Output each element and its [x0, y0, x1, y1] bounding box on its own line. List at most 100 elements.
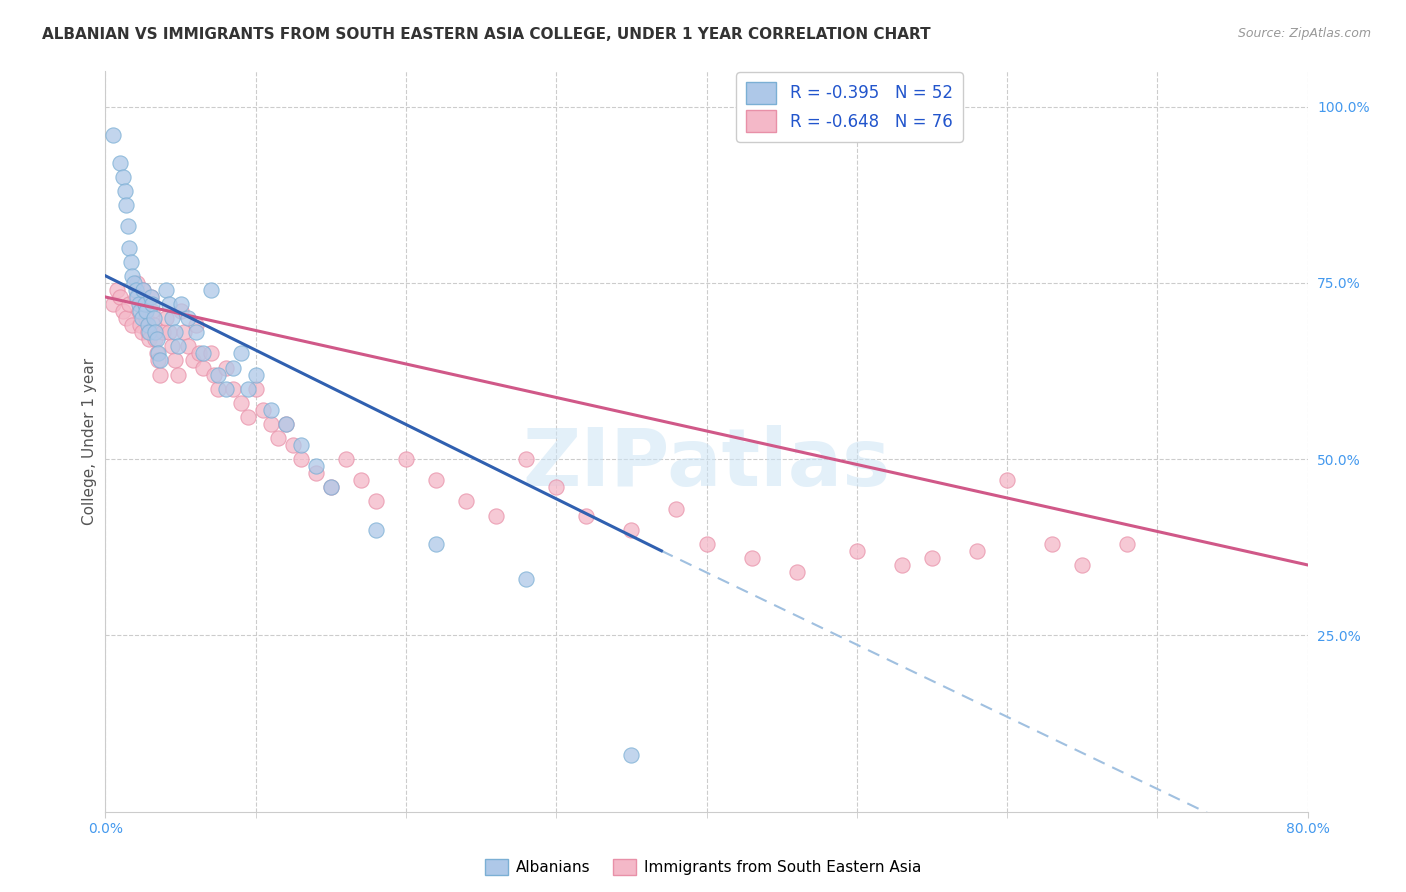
- Point: [152, 325, 174, 339]
- Point: [138, 332, 160, 346]
- Legend: Albanians, Immigrants from South Eastern Asia: Albanians, Immigrants from South Eastern…: [481, 855, 925, 880]
- Point: [890, 558, 912, 572]
- Point: [136, 318, 159, 333]
- Point: [546, 480, 568, 494]
- Point: [112, 304, 135, 318]
- Point: [146, 353, 169, 368]
- Point: [696, 537, 718, 551]
- Point: [132, 283, 155, 297]
- Point: [163, 353, 186, 368]
- Point: [118, 297, 141, 311]
- Point: [395, 452, 418, 467]
- Point: [238, 409, 260, 424]
- Legend: R = -0.395   N = 52, R = -0.648   N = 76: R = -0.395 N = 52, R = -0.648 N = 76: [737, 72, 963, 142]
- Point: [207, 382, 229, 396]
- Point: [129, 304, 152, 318]
- Point: [620, 748, 643, 763]
- Point: [146, 346, 169, 360]
- Point: [319, 480, 342, 494]
- Point: [425, 537, 447, 551]
- Point: [260, 417, 283, 431]
- Point: [157, 297, 180, 311]
- Point: [160, 311, 183, 326]
- Point: [214, 360, 236, 375]
- Point: [169, 304, 191, 318]
- Point: [207, 368, 229, 382]
- Point: [160, 339, 183, 353]
- Point: [141, 304, 163, 318]
- Point: [274, 417, 297, 431]
- Point: [200, 346, 222, 360]
- Point: [132, 283, 155, 297]
- Point: [145, 332, 167, 346]
- Text: Source: ZipAtlas.com: Source: ZipAtlas.com: [1237, 27, 1371, 40]
- Point: [845, 544, 868, 558]
- Point: [229, 396, 252, 410]
- Point: [290, 438, 312, 452]
- Point: [163, 325, 186, 339]
- Point: [101, 128, 124, 142]
- Point: [1071, 558, 1094, 572]
- Point: [110, 290, 132, 304]
- Point: [181, 353, 204, 368]
- Point: [143, 325, 166, 339]
- Point: [128, 297, 150, 311]
- Text: ZIPatlas: ZIPatlas: [523, 425, 890, 503]
- Point: [229, 346, 252, 360]
- Point: [995, 473, 1018, 487]
- Point: [139, 290, 162, 304]
- Point: [115, 198, 138, 212]
- Point: [166, 368, 188, 382]
- Point: [173, 325, 195, 339]
- Point: [187, 346, 209, 360]
- Point: [131, 311, 153, 326]
- Point: [364, 523, 387, 537]
- Point: [245, 382, 267, 396]
- Point: [202, 368, 225, 382]
- Point: [136, 325, 159, 339]
- Point: [118, 241, 141, 255]
- Point: [124, 283, 146, 297]
- Point: [155, 311, 177, 326]
- Point: [135, 311, 157, 326]
- Text: ALBANIAN VS IMMIGRANTS FROM SOUTH EASTERN ASIA COLLEGE, UNDER 1 YEAR CORRELATION: ALBANIAN VS IMMIGRANTS FROM SOUTH EASTER…: [42, 27, 931, 42]
- Point: [335, 452, 357, 467]
- Point: [129, 318, 152, 333]
- Point: [620, 523, 643, 537]
- Point: [260, 402, 283, 417]
- Point: [177, 339, 200, 353]
- Point: [114, 184, 136, 198]
- Point: [200, 283, 222, 297]
- Point: [117, 219, 139, 234]
- Point: [148, 353, 170, 368]
- Point: [122, 276, 145, 290]
- Point: [222, 382, 245, 396]
- Point: [138, 325, 160, 339]
- Point: [364, 494, 387, 508]
- Point: [191, 360, 214, 375]
- Point: [515, 572, 537, 586]
- Point: [238, 382, 260, 396]
- Point: [267, 431, 290, 445]
- Point: [121, 318, 143, 333]
- Point: [134, 297, 156, 311]
- Point: [1040, 537, 1063, 551]
- Point: [142, 318, 165, 333]
- Point: [786, 565, 808, 579]
- Point: [135, 304, 157, 318]
- Point: [128, 304, 150, 318]
- Point: [143, 332, 166, 346]
- Point: [148, 368, 170, 382]
- Point: [121, 268, 143, 283]
- Point: [1116, 537, 1139, 551]
- Point: [115, 311, 138, 326]
- Point: [214, 382, 236, 396]
- Point: [222, 360, 245, 375]
- Point: [921, 550, 943, 565]
- Point: [169, 297, 191, 311]
- Point: [191, 346, 214, 360]
- Point: [741, 550, 763, 565]
- Point: [283, 438, 305, 452]
- Point: [425, 473, 447, 487]
- Point: [274, 417, 297, 431]
